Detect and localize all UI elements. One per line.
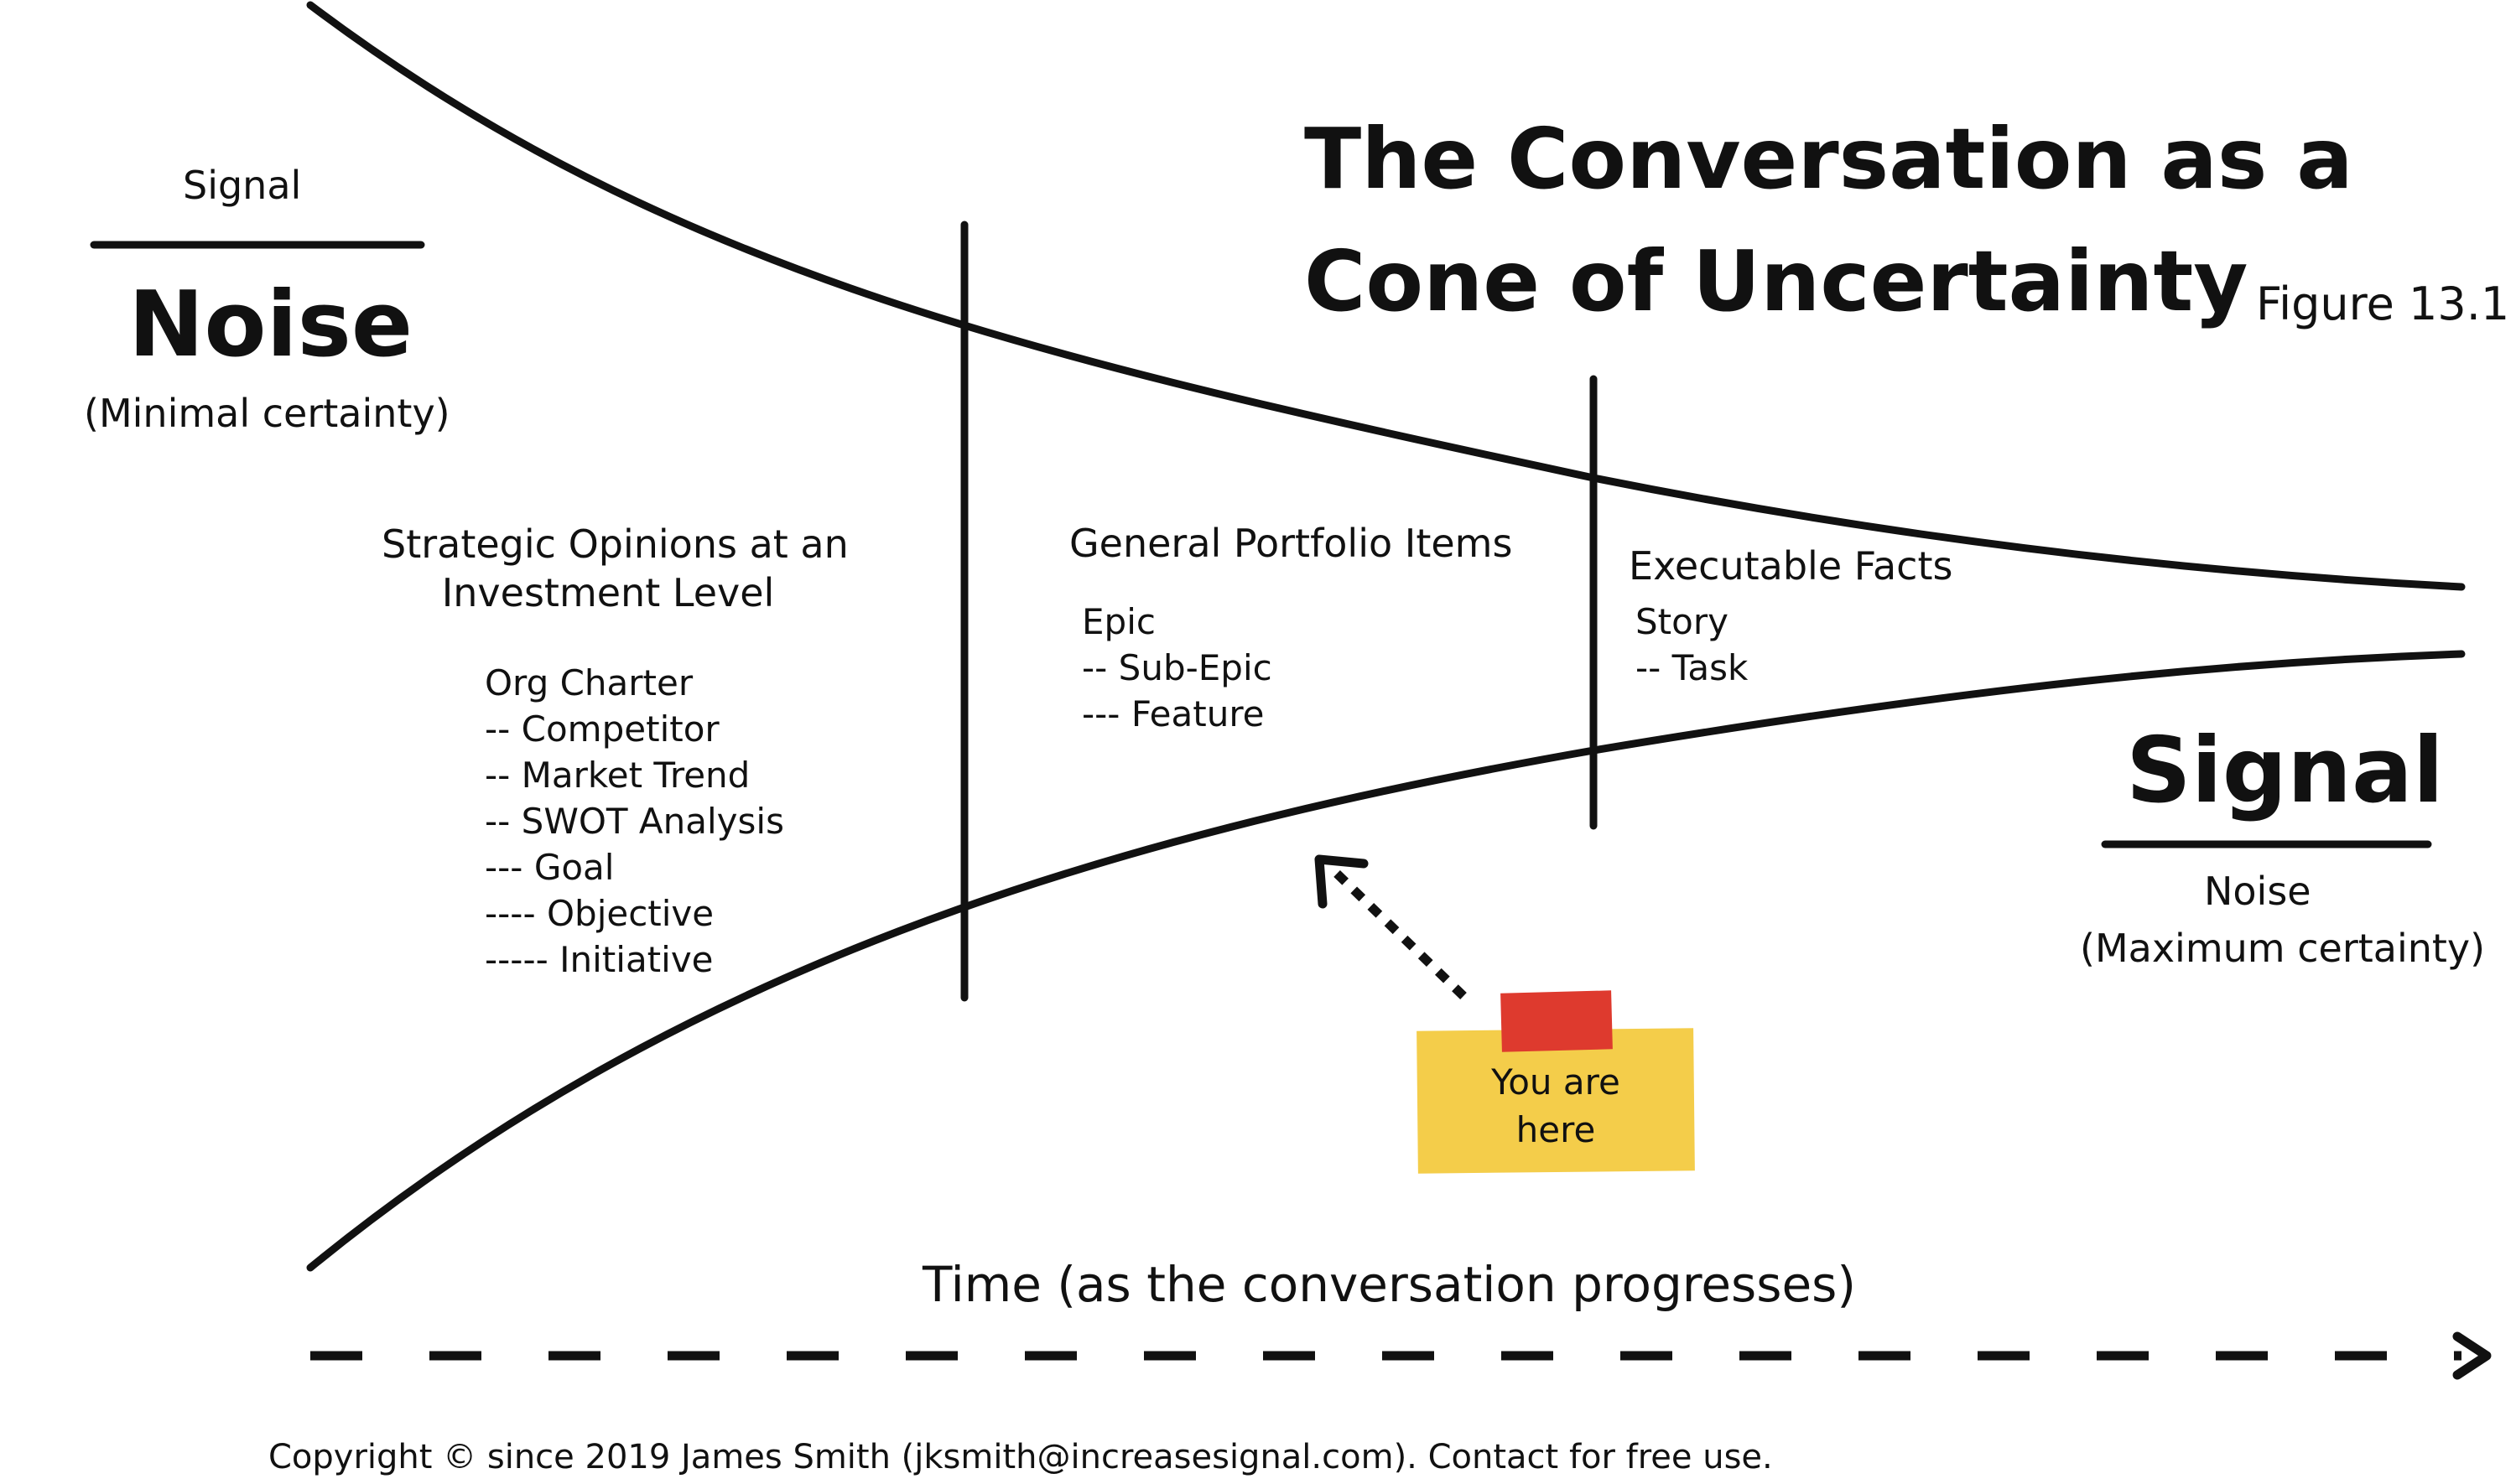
- sticky-note-tape: [1500, 990, 1613, 1052]
- list-item: ----- Initiative: [485, 939, 714, 980]
- left-ratio-denominator: Noise: [128, 272, 413, 377]
- right-ratio-numerator: Signal: [2126, 719, 2444, 823]
- cone-upper-curve: [306, 1, 2466, 591]
- list-item: Org Charter: [485, 662, 694, 703]
- pointer-arrow-line: [1330, 867, 1467, 999]
- right-ratio-caption: (Maximum certainty): [2080, 926, 2486, 971]
- list-item: -- SWOT Analysis: [485, 801, 784, 842]
- strategic-heading-line-2: Investment Level: [441, 570, 775, 615]
- pointer-arrowhead: [1314, 854, 1369, 909]
- time-axis-label: Time (as the conversation progresses): [923, 1256, 1857, 1313]
- list-item: Epic: [1082, 601, 1156, 642]
- title-line-2: Cone of Uncertainty: [1304, 232, 2248, 330]
- executable-list: Story -- Task: [1635, 599, 1748, 691]
- sticky-note-line-2: here: [1515, 1109, 1596, 1150]
- portfolio-heading: General Portfolio Items: [1069, 521, 1513, 566]
- strategic-list: Org Charter -- Competitor -- Market Tren…: [485, 660, 784, 983]
- right-ratio-denominator: Noise: [2204, 869, 2311, 914]
- list-item: --- Feature: [1082, 693, 1265, 734]
- portfolio-list: Epic -- Sub-Epic --- Feature: [1082, 599, 1272, 737]
- sticky-note-text: You are here: [1417, 1058, 1694, 1154]
- list-item: --- Goal: [485, 847, 615, 888]
- list-item: ---- Objective: [485, 893, 715, 934]
- list-item: -- Task: [1635, 647, 1749, 688]
- cone-lower-curve: [306, 650, 2466, 1272]
- figure-label: Figure 13.1: [2256, 278, 2510, 330]
- list-item: -- Competitor: [485, 708, 720, 750]
- strategic-heading: Strategic Opinions at an Investment Leve…: [382, 520, 849, 617]
- sticky-note-line-1: You are: [1491, 1061, 1620, 1103]
- title-line-1: The Conversation as a: [1304, 110, 2353, 208]
- left-ratio-caption: (Minimal certainty): [84, 391, 450, 436]
- time-axis-arrowhead: [2452, 1331, 2492, 1380]
- list-item: -- Market Trend: [485, 755, 751, 796]
- list-item: -- Sub-Epic: [1082, 647, 1272, 688]
- list-item: Story: [1635, 601, 1728, 642]
- strategic-heading-line-1: Strategic Opinions at an: [382, 521, 849, 567]
- left-ratio-numerator: Signal: [183, 163, 302, 208]
- copyright-text: Copyright © since 2019 James Smith (jksm…: [268, 1438, 1773, 1476]
- executable-heading: Executable Facts: [1629, 543, 1953, 589]
